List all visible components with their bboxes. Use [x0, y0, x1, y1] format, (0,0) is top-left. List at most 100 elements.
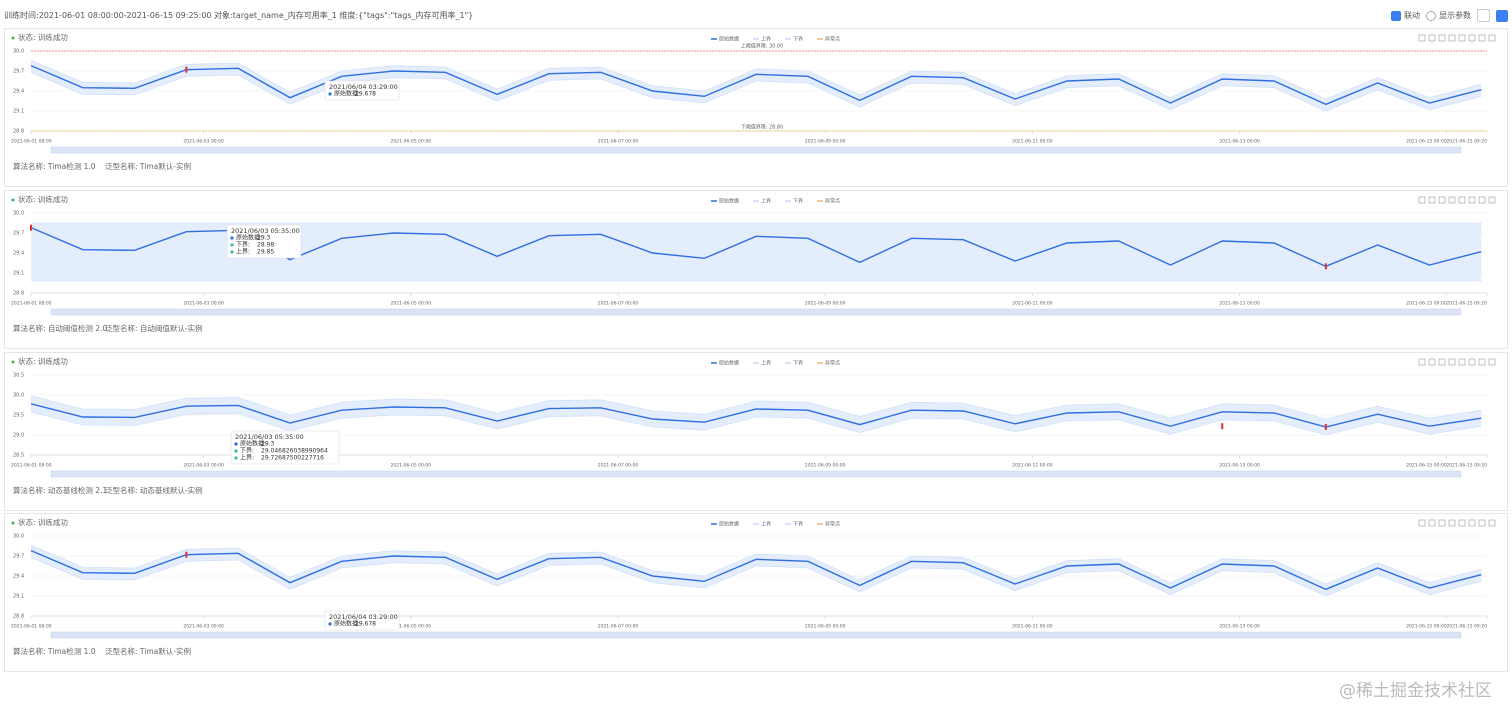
toolbar-icon[interactable] — [1478, 519, 1486, 527]
controls: 联动 显示参数 — [1391, 9, 1508, 22]
toolbar-icon[interactable] — [1418, 196, 1426, 204]
toolbar-icon[interactable] — [1488, 519, 1496, 527]
data-line — [30, 550, 1482, 591]
zoom-slider[interactable] — [50, 146, 1462, 154]
x-tick-label: 2021-06-15 00:00 — [1406, 139, 1447, 145]
tooltip-box — [324, 80, 400, 101]
toolbar-icon[interactable] — [1478, 34, 1486, 42]
y-tick-label: 30.0 — [13, 49, 24, 55]
legend-label: 异常点 — [825, 360, 840, 367]
tooltip-label: 原始数据: — [334, 620, 360, 628]
band-area — [31, 223, 1482, 281]
toolbar-icon[interactable] — [1488, 358, 1496, 366]
toolbar-icon[interactable] — [1458, 34, 1466, 42]
legend-label: 上界 — [761, 198, 771, 205]
legend-label: 下界 — [793, 361, 803, 367]
x-tick-label: 2021-06-05 00:00 — [391, 301, 432, 307]
toolbar-icon[interactable] — [1428, 519, 1436, 527]
y-tick-label: 29.1 — [13, 271, 24, 277]
toolbar-icon[interactable] — [1458, 196, 1466, 204]
legend-label: 原始数据 — [719, 36, 739, 43]
anomaly-point — [185, 66, 188, 73]
toolbar-icon[interactable] — [1438, 519, 1446, 527]
toolbar-icon[interactable] — [1458, 519, 1466, 527]
x-tick-label: 2021-06-03 00:00 — [183, 624, 224, 630]
legend-label: 上界 — [761, 36, 771, 43]
tooltip-dot — [230, 236, 234, 240]
header-title: 训练时间:2021-06-01 08:00:00-2021-06-15 09:2… — [4, 11, 474, 20]
toolbar-icon[interactable] — [1448, 519, 1456, 527]
toolbar-icon[interactable] — [1418, 34, 1426, 42]
toolbar-icon[interactable] — [1428, 196, 1436, 204]
toolbar-icon[interactable] — [1438, 34, 1446, 42]
toolbar-icon[interactable] — [1458, 358, 1466, 366]
link-toggle[interactable]: 联动 — [1391, 10, 1420, 21]
toolbar-icon[interactable] — [1418, 358, 1426, 366]
x-tick-label: 2021-06-03 00:00 — [183, 301, 224, 307]
toolbar-icon[interactable] — [1478, 358, 1486, 366]
legend-label: 原始数据 — [719, 360, 739, 367]
zoom-slider[interactable] — [50, 308, 1462, 316]
threshold-label: 下阈值界限: 28.80 — [741, 124, 784, 131]
toolbar-icon[interactable] — [1448, 34, 1456, 42]
add-button[interactable] — [1496, 9, 1508, 22]
y-tick-label: 28.5 — [13, 453, 24, 459]
x-tick-label: 2021-06-15 00:00 — [1406, 624, 1447, 630]
refresh-button[interactable] — [1477, 9, 1490, 22]
toolbar-icon[interactable] — [1468, 519, 1476, 527]
x-tick-label: 2021-06-11 00:00 — [1012, 463, 1053, 469]
tooltip-value: 29.3 — [257, 235, 271, 242]
bound-line — [30, 72, 1482, 112]
x-tick-label: 2021-06-09 00:00 — [805, 624, 846, 630]
toolbar-icon[interactable] — [1428, 358, 1436, 366]
y-tick-label: 30.5 — [13, 373, 24, 379]
toolbar-icon[interactable] — [1448, 196, 1456, 204]
tooltip-value: 29.678 — [355, 621, 376, 628]
toolbar-icon[interactable] — [1438, 196, 1446, 204]
x-tick-label: 2021-06-01 08:00 — [11, 624, 52, 630]
tooltip-dot — [230, 250, 234, 254]
x-tick-label: 2021-06-11 00:00 — [1012, 139, 1053, 145]
toolbar-icon[interactable] — [1468, 196, 1476, 204]
tooltip-dot — [234, 456, 238, 460]
tooltip-box — [230, 430, 340, 465]
tooltip-box — [226, 224, 302, 259]
toolbar-icon[interactable] — [1468, 358, 1476, 366]
toolbar-icon[interactable] — [1478, 196, 1486, 204]
x-tick-label: 2021-06-07 00:00 — [598, 624, 639, 630]
zoom-slider[interactable] — [50, 470, 1462, 478]
x-tick-label: 2021-06-15 09:20 — [1446, 139, 1487, 145]
x-tick-label: 2021-06-01 08:00 — [11, 463, 52, 469]
band-area — [31, 60, 1482, 111]
toolbar-icon[interactable] — [1438, 358, 1446, 366]
data-line — [30, 65, 1482, 106]
status: 状态: 训练成功 — [18, 194, 68, 204]
y-tick-label: 29.7 — [13, 231, 24, 237]
tooltip-label: 下界: — [240, 448, 254, 455]
toolbar-icon[interactable] — [1418, 519, 1426, 527]
toolbar-icon[interactable] — [1448, 358, 1456, 366]
chart-panel: 状态: 训练成功 原始数据 上界 下界 异常点 30.0 29.7 29.4 29.1 28.8 2… — [4, 190, 1508, 349]
y-tick-label: 29.5 — [13, 413, 24, 419]
band-area — [31, 545, 1482, 596]
params-toggle[interactable]: 显示参数 — [1426, 10, 1471, 21]
x-tick-label: 2021-06-13 00:00 — [1219, 624, 1260, 630]
bound-line — [30, 395, 1482, 420]
legend-label: 上界 — [761, 521, 771, 528]
tooltip-dot — [230, 243, 234, 247]
y-tick-label: 28.8 — [13, 291, 24, 297]
toolbar-icon[interactable] — [1488, 196, 1496, 204]
status: 状态: 训练成功 — [18, 32, 68, 42]
y-tick-label: 29.7 — [13, 554, 24, 560]
x-tick-label: 2021-06-15 00:00 — [1406, 463, 1447, 469]
y-tick-label: 29.0 — [13, 433, 24, 439]
toolbar-icon[interactable] — [1488, 34, 1496, 42]
zoom-slider[interactable] — [50, 631, 1462, 639]
toolbar-icon[interactable] — [1428, 34, 1436, 42]
y-tick-label: 29.1 — [13, 109, 24, 115]
toolbar-icon[interactable] — [1468, 34, 1476, 42]
legend-label: 下界 — [793, 37, 803, 43]
